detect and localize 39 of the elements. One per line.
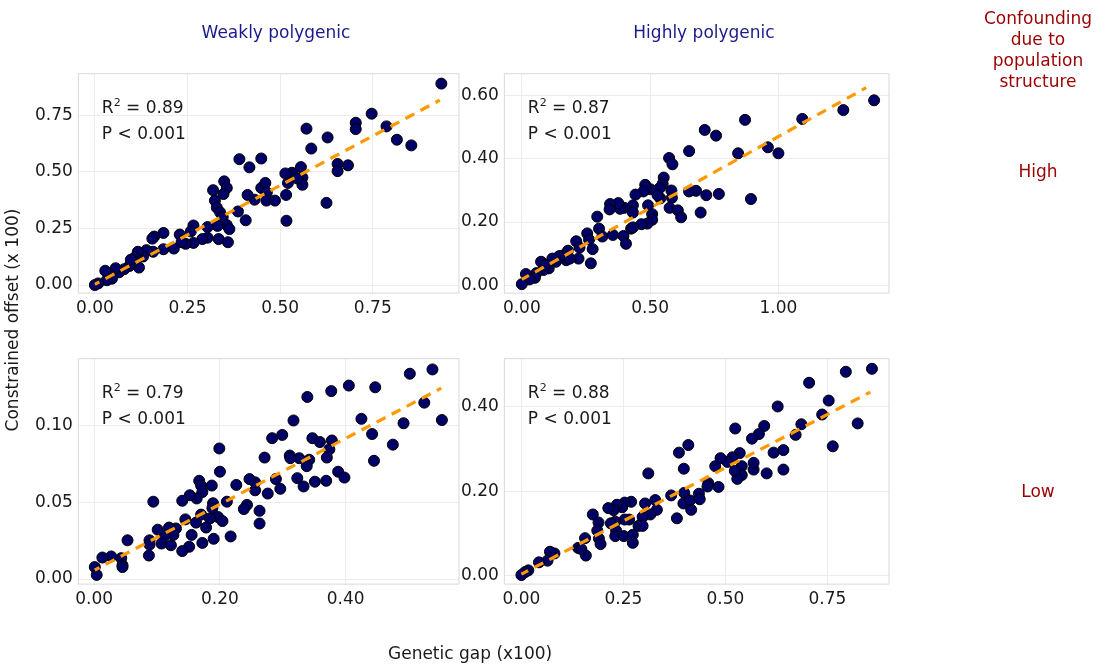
y-tick-label: 0.20 <box>460 479 499 500</box>
text: Low <box>1020 481 1056 501</box>
annotation: P < 0.001 <box>527 123 612 144</box>
y-tick-label: 0.00 <box>34 273 73 294</box>
x-tick-label: 0.00 <box>502 297 541 318</box>
annotation: P < 0.001 <box>101 123 186 144</box>
y-tick-label: 0.05 <box>34 490 73 511</box>
text: Confounding due to population structure <box>982 8 1094 92</box>
text: High <box>1017 161 1059 181</box>
y-tick-label: 0.10 <box>34 413 73 434</box>
y-tick-label: 0.20 <box>460 210 499 231</box>
x-tick-label: 0.75 <box>353 297 392 318</box>
annotation: P < 0.001 <box>101 408 186 429</box>
x-tick-label: 0.00 <box>75 588 114 609</box>
annotation: P < 0.001 <box>527 408 612 429</box>
x-tick-label: 0.50 <box>706 588 745 609</box>
y-tick-label: 0.00 <box>460 564 499 585</box>
chart-title: Highly polygenic <box>632 22 776 42</box>
x-tick-label: 1.00 <box>759 297 798 318</box>
y-tick-label: 0.25 <box>34 216 73 237</box>
chart-title: Weakly polygenic <box>200 22 352 42</box>
y-tick-label: 0.50 <box>34 160 73 181</box>
y-tick-label: 0.40 <box>460 147 499 168</box>
x-tick-label: 0.00 <box>75 297 114 318</box>
x-tick-label: 0.20 <box>201 588 239 609</box>
y-tick-label: 0.00 <box>460 273 499 294</box>
y-tick-label: 0.75 <box>34 103 73 124</box>
x-tick-label: 0.40 <box>326 588 365 609</box>
x-tick-label: 0.75 <box>808 588 847 609</box>
x-tick-label: 0.50 <box>631 297 670 318</box>
y-tick-label: 0.60 <box>460 84 499 105</box>
y-axis-title: Constrained offset (x 100) <box>1 208 22 432</box>
x-tick-label: 0.25 <box>604 588 643 609</box>
x-tick-label: 0.00 <box>502 588 541 609</box>
y-tick-label: 0.00 <box>34 567 73 588</box>
y-tick-label: 0.40 <box>460 394 499 415</box>
x-tick-label: 0.25 <box>168 297 207 318</box>
x-tick-label: 0.50 <box>261 297 300 318</box>
x-axis-title: Genetic gap (x100) <box>388 643 553 663</box>
